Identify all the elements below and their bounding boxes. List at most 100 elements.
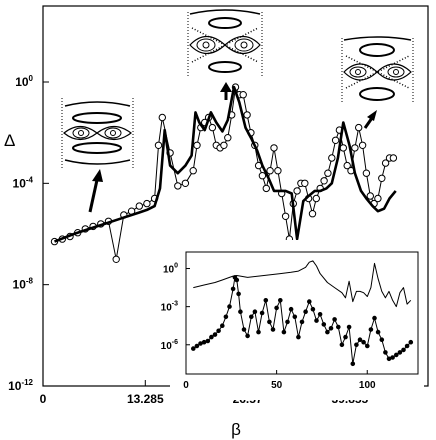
main-series-1-point — [143, 199, 151, 208]
inset-series-2-point — [285, 319, 290, 325]
main-series-1-point — [243, 111, 251, 119]
arrow-right-head — [367, 110, 377, 121]
inset-series-2-point — [288, 306, 294, 312]
inset-series-2-point — [194, 343, 200, 349]
inset-series-2-point — [281, 329, 287, 335]
inset-series-2-point — [357, 337, 363, 343]
inset-series-1-line — [193, 260, 412, 308]
main-series-2-line — [54, 85, 397, 243]
main-series-1-point — [270, 144, 278, 152]
phase-portrait-inset-left — [60, 96, 135, 170]
main-series-1-point — [208, 123, 217, 132]
main-series-1-point — [378, 174, 386, 183]
inset-series-2-point — [365, 343, 370, 349]
main-series-1-point — [389, 154, 398, 162]
inset-series-2-point — [383, 350, 388, 355]
main-ytick-label: 10-4 — [13, 175, 34, 190]
inset-xtick-label: 0 — [183, 380, 189, 391]
inset-series-2-point — [223, 314, 229, 320]
arrow-left-head — [92, 169, 103, 182]
main-series-1-point — [262, 184, 270, 193]
main-series-1-point — [224, 134, 232, 142]
inset-series-2-point — [267, 319, 272, 325]
main-series-1-point — [301, 179, 309, 188]
inset-series-2-point — [278, 298, 283, 303]
inset-series-2-point — [296, 334, 301, 340]
main-series-1-point — [351, 144, 359, 152]
main-series-1-point — [331, 136, 340, 145]
inset-series-2-point — [390, 355, 395, 360]
inset-series-2-point — [191, 346, 196, 351]
arrow-center-head — [220, 82, 232, 92]
phase-portrait-inset-right — [340, 34, 415, 108]
inset-series-2-point — [339, 342, 345, 348]
inset-xtick-label: 50 — [271, 380, 283, 391]
inset-series-2-point — [299, 319, 305, 325]
inset-series-2-point — [209, 334, 214, 340]
inset-series-2-point — [270, 327, 276, 332]
main-series-1-point — [174, 182, 182, 190]
main-series-1-point — [362, 169, 371, 177]
main-series-1-point — [258, 172, 267, 180]
main-series-1-point — [374, 194, 382, 203]
main-series-1-point — [343, 161, 351, 170]
inset-series-2-point — [354, 342, 359, 348]
main-series-1-point — [239, 91, 247, 99]
main-ytick-label: 10-12 — [8, 378, 33, 393]
main-series-1-point — [308, 210, 317, 218]
inset-series-2-point — [234, 277, 240, 283]
inset-ytick-label: 10-3 — [161, 301, 178, 314]
main-series-1-point — [220, 141, 228, 150]
inset-series-2-point — [397, 350, 403, 355]
arrow-right — [363, 117, 374, 129]
main-series-1-point — [366, 192, 374, 200]
main-xlabel: β — [231, 420, 241, 439]
main-series-1-point — [135, 202, 144, 210]
main-series-1-point — [193, 141, 201, 150]
inset-series-2-point — [259, 310, 265, 316]
inset-series-2-point — [325, 329, 330, 335]
main-series-1-point — [381, 159, 390, 167]
main-series-1-point — [154, 141, 163, 150]
inset-series-2-point — [198, 341, 203, 346]
main-ytick-label: 100 — [15, 74, 33, 89]
inset-series-2-point — [230, 286, 236, 292]
main-series-1-point — [358, 141, 367, 150]
main-series-1-point — [274, 167, 282, 175]
inset-series-2-point — [350, 361, 356, 367]
main-series-1-point — [281, 212, 290, 221]
inset-series-2-point — [346, 324, 352, 330]
inset-series-2-point — [321, 322, 327, 327]
inset-ytick-label: 10-6 — [161, 339, 178, 352]
inset-series-2-point — [220, 323, 225, 329]
inset-series-2-point — [292, 314, 298, 320]
main-series-1-point — [112, 255, 120, 263]
inset-series-2-point — [328, 326, 334, 331]
inset-series-2-point — [401, 347, 406, 353]
inset-series-2-point — [404, 343, 410, 349]
inset-series-2-point — [307, 299, 312, 304]
inset-series-2-point — [201, 339, 207, 345]
inset-series-2-point — [343, 334, 348, 340]
main-ylabel: Δ — [4, 131, 15, 150]
main-series — [50, 83, 398, 263]
inset-series-2-point — [379, 337, 385, 343]
main-series-1-point — [324, 169, 332, 177]
main-ytick-label: 10-8 — [13, 277, 34, 292]
inset-series-2-point — [227, 304, 232, 309]
inset-series-2-point — [245, 333, 250, 339]
main-series-1-point — [158, 113, 167, 122]
main-series-1-point — [355, 123, 363, 132]
inset-series-2-point — [314, 318, 319, 323]
inset-series-2-point — [375, 329, 381, 335]
main-series-1-point — [266, 167, 274, 175]
inset-ytick-label: 100 — [163, 263, 178, 276]
inset-series-2-point — [310, 306, 316, 312]
inset-series-2-point — [212, 332, 218, 337]
inset-plot-frame — [185, 251, 419, 375]
inset-series-2-point — [216, 328, 221, 334]
main-series-1-point — [189, 167, 197, 175]
inset-series-2-point — [408, 339, 414, 345]
inset-series-2-point — [317, 312, 323, 317]
